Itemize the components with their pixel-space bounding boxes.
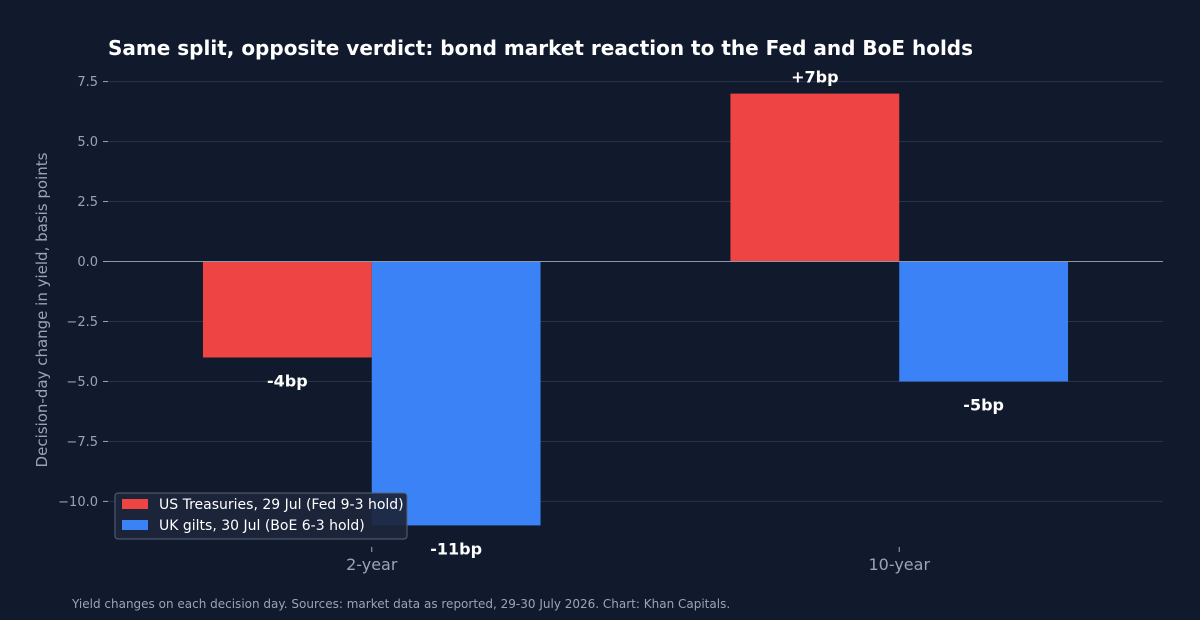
y-tick-label-4: 0.0: [77, 255, 98, 270]
data-label-0-0: -4bp: [267, 371, 308, 390]
y-tick-label-5: 2.5: [77, 195, 98, 210]
x-tick-label-2-year: 2-year: [346, 555, 398, 574]
x-axis-ticks: 2-year 10-year: [346, 547, 930, 574]
y-tick-label-1: −7.5: [66, 435, 98, 450]
footnote: Yield changes on each decision day. Sour…: [71, 597, 730, 611]
data-labels: -4bp -11bp +7bp -5bp: [267, 68, 1004, 559]
bars: [202, 93, 1069, 526]
legend-box: [114, 492, 408, 540]
chart-title: Same split, opposite verdict: bond marke…: [108, 36, 973, 60]
y-tick-label-7: 7.5: [77, 75, 98, 90]
y-tick-label-2: −5.0: [66, 375, 98, 390]
x-tick-label-10-year: 10-year: [868, 555, 930, 574]
legend-label-us-treasuries: US Treasuries, 29 Jul (Fed 9-3 hold): [159, 497, 404, 513]
bar-us-treasuries--2-year: [202, 261, 372, 358]
y-axis-ticks: −10.0 −7.5 −5.0 −2.5 0.0 2.5 5.0 7.5: [58, 75, 108, 510]
y-axis-label: Decision-day change in yield, basis poin…: [33, 152, 51, 467]
data-label-1-1: -5bp: [963, 395, 1004, 414]
y-tick-label-0: −10.0: [58, 495, 98, 510]
y-tick-label-3: −2.5: [66, 315, 98, 330]
bar-us-treasuries--10-year: [730, 93, 900, 262]
legend: US Treasuries, 29 Jul (Fed 9-3 hold) UK …: [114, 492, 408, 540]
bar-uk-gilts-30-ju-2-year: [371, 261, 541, 526]
legend-label-uk-gilts: UK gilts, 30 Jul (BoE 6-3 hold): [159, 518, 365, 534]
data-label-0-1: +7bp: [791, 68, 838, 87]
y-tick-label-6: 5.0: [77, 135, 98, 150]
bar-uk-gilts-30-ju-10-year: [899, 261, 1069, 382]
legend-swatch-us-treasuries: [122, 499, 148, 509]
data-label-1-0: -11bp: [430, 539, 482, 558]
legend-swatch-uk-gilts: [122, 520, 148, 530]
